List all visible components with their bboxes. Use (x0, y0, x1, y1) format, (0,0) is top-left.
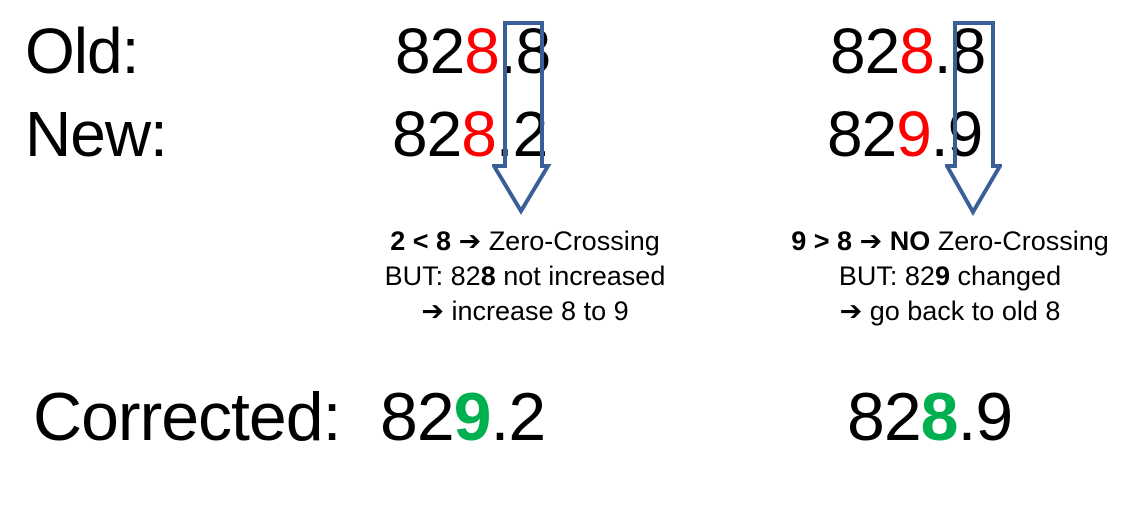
old-value-right: 828.8 (830, 19, 986, 83)
note-text: Zero-Crossing (937, 226, 1109, 256)
highlighted-digit: 8 (920, 379, 959, 455)
comparison-text: 2 < 8 (390, 226, 459, 256)
note-line-3: ➔ increase 8 to 9 (335, 294, 715, 329)
corrected-row-label: Corrected: (33, 379, 341, 455)
note-text: go back to old 8 (862, 296, 1061, 326)
down-arrow-icon (945, 21, 1002, 216)
right-arrow-icon: ➔ (458, 226, 482, 257)
highlighted-digit: 8 (899, 15, 935, 87)
down-arrow-icon (492, 21, 552, 215)
corrected-value-right: 828.9 (847, 383, 1013, 451)
digits-prefix: 82 (395, 15, 465, 87)
digits-suffix: .2 (490, 379, 546, 455)
digits-prefix: 82 (827, 98, 897, 170)
right-arrow-icon: ➔ (839, 296, 863, 327)
note-block-right: 9 > 8 ➔ NO Zero-Crossing BUT: 829 change… (760, 224, 1138, 329)
note-line-3: ➔ go back to old 8 (760, 294, 1138, 329)
note-text: Zero-Crossing (481, 226, 660, 256)
old-row-label: Old: (25, 15, 139, 87)
digits-prefix: 82 (830, 15, 900, 87)
right-arrow-icon: ➔ (859, 226, 883, 257)
digits-suffix: .8 (933, 15, 986, 87)
new-value-left: 828.2 (392, 102, 548, 166)
new-row-label: New: (25, 98, 168, 170)
emphasized-digit: 8 (480, 261, 496, 291)
highlighted-digit: 9 (896, 98, 932, 170)
note-line-1: 9 > 8 ➔ NO Zero-Crossing (760, 224, 1138, 259)
digits-suffix: .9 (957, 379, 1013, 455)
note-line-2: BUT: 828 not increased (335, 259, 715, 294)
corrected-value-left: 829.2 (380, 383, 546, 451)
note-text: BUT: 82 (384, 261, 481, 291)
note-text: increase 8 to 9 (444, 296, 629, 326)
digits-prefix: 82 (380, 379, 455, 455)
comparison-text: 9 > 8 (791, 226, 860, 256)
note-text: BUT: 82 (838, 261, 935, 291)
note-line-2: BUT: 829 changed (760, 259, 1138, 294)
right-arrow-icon: ➔ (421, 296, 444, 327)
highlighted-digit: 8 (464, 15, 500, 87)
digits-prefix: 82 (392, 98, 462, 170)
note-text: changed (949, 261, 1062, 291)
emphasized-word: NO (882, 226, 938, 256)
note-text: not increased (495, 261, 666, 291)
highlighted-digit: 9 (453, 379, 492, 455)
highlighted-digit: 8 (461, 98, 497, 170)
note-block-left: 2 < 8 ➔ Zero-Crossing BUT: 828 not incre… (335, 224, 715, 329)
note-line-1: 2 < 8 ➔ Zero-Crossing (335, 224, 715, 259)
digits-prefix: 82 (847, 379, 922, 455)
emphasized-digit: 9 (934, 261, 950, 291)
